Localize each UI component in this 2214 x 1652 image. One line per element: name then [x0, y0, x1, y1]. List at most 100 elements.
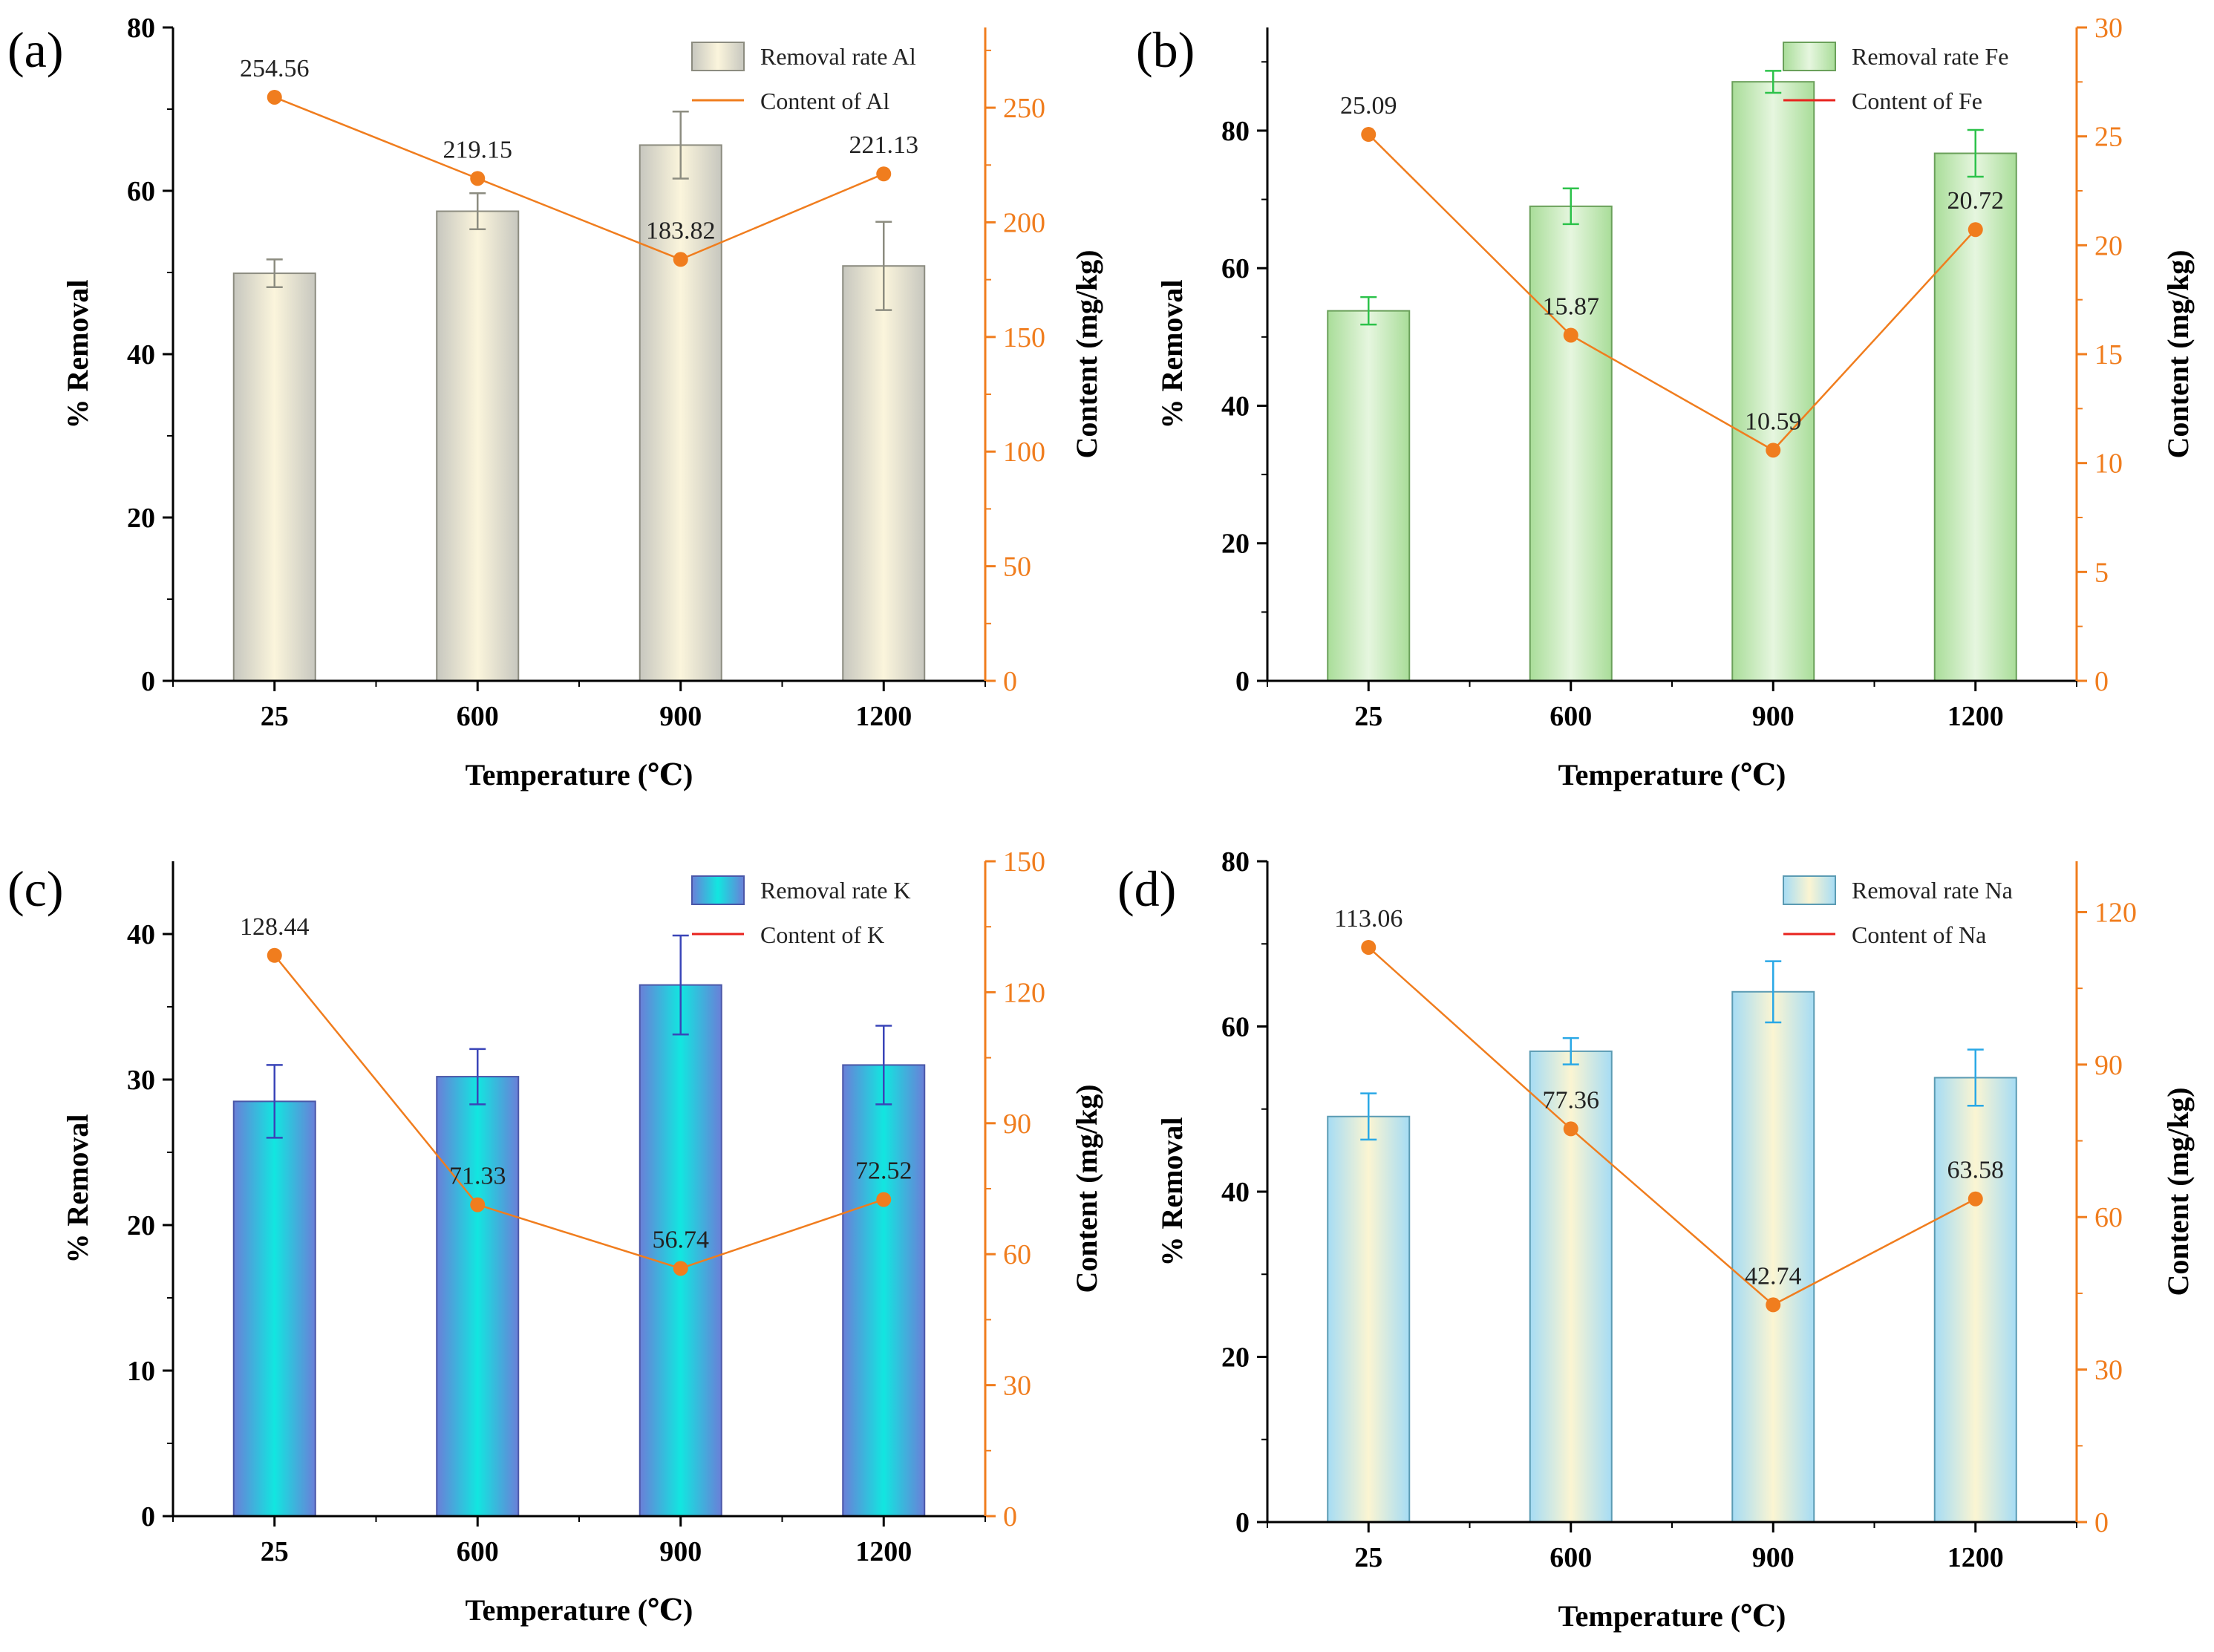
content-point [1361, 939, 1377, 955]
data-label: 72.52 [855, 1158, 912, 1185]
x-tick-label: 600 [1550, 1542, 1592, 1573]
content-line [1368, 947, 1976, 1306]
content-point [876, 1192, 892, 1207]
bar [1933, 1077, 2017, 1523]
data-label: 71.33 [449, 1163, 506, 1190]
y2-tick-label: 0 [1003, 666, 1017, 697]
x-tick-label: 900 [1752, 1542, 1795, 1573]
error-bar [1967, 1048, 1984, 1107]
content-point [673, 252, 688, 267]
error-bar [672, 934, 689, 1036]
data-label: 113.06 [1334, 905, 1402, 933]
y-tick-label: 40 [1221, 1177, 1250, 1208]
bar [1731, 81, 1815, 682]
legend: Removal rate Fe Content of Fe [1783, 42, 2008, 114]
data-label: 25.09 [1340, 92, 1397, 120]
y2-tick-label: 5 [2094, 557, 2109, 588]
error-bar [1360, 1092, 1377, 1141]
y2-tick-label: 120 [2094, 897, 2137, 928]
y-tick-label: 20 [127, 1210, 155, 1241]
x-tick-label: 25 [261, 701, 289, 732]
data-label: 183.82 [646, 217, 716, 244]
x-tick-label: 1200 [1947, 701, 2004, 732]
content-line [273, 954, 884, 1270]
x-tick-label: 25 [1354, 701, 1382, 732]
y2-tick-label: 0 [2094, 1507, 2109, 1538]
content-point [267, 947, 282, 963]
data-label: 63.58 [1947, 1157, 2005, 1184]
data-label: 20.72 [1947, 187, 2005, 215]
x-axis-title: Temperature (℃) [1558, 1599, 1786, 1633]
y-tick-label: 60 [1221, 1012, 1250, 1043]
panel-label: (c) [7, 861, 63, 917]
y-axis-title: % Removal [61, 279, 94, 428]
y-tick-label: 40 [1221, 391, 1250, 422]
y-axis-title: % Removal [1155, 279, 1189, 428]
legend: Removal rate Na Content of Na [1783, 875, 2013, 948]
error-bar [266, 1064, 283, 1139]
y2-axis-title: Content (mg/kg) [1070, 249, 1103, 458]
bar [1933, 152, 2017, 682]
chart-panel-1: (a) 254.56 219.15 183.82 221.13 0 20 40 60 80 0 50 1… [7, 13, 1103, 791]
chart-panel-4: (d) 113.06 77.36 42.74 63.58 0 20 40 60 80 0 30 60 90… [1117, 846, 2195, 1633]
y2-tick-label: 15 [2094, 339, 2123, 370]
y-tick-label: 60 [1221, 253, 1250, 284]
bar [639, 984, 722, 1517]
y2-tick-label: 0 [1003, 1501, 1017, 1532]
content-point [876, 166, 892, 182]
y2-tick-label: 30 [2094, 13, 2123, 44]
content-point [1968, 1191, 1983, 1207]
data-label: 219.15 [443, 136, 513, 163]
y-tick-label: 20 [127, 503, 155, 534]
data-label: 10.59 [1745, 408, 1802, 435]
error-bar [1562, 187, 1579, 226]
y-tick-label: 0 [141, 666, 155, 697]
bar [436, 1076, 520, 1517]
y-axis-title: % Removal [61, 1114, 94, 1263]
data-label: 15.87 [1543, 293, 1600, 320]
x-tick-label: 1200 [855, 1536, 912, 1567]
panel-label: (d) [1117, 861, 1176, 917]
data-label: 254.56 [240, 55, 310, 82]
y-tick-label: 80 [127, 13, 155, 44]
y-tick-label: 40 [127, 919, 155, 950]
legend-bar-label: Removal rate Fe [1852, 43, 2008, 70]
content-line [1368, 134, 1976, 451]
data-label: 56.74 [653, 1226, 710, 1253]
legend-line-label: Content of Fe [1852, 88, 1982, 114]
y2-axis-title: Content (mg/kg) [1070, 1084, 1103, 1293]
content-point [267, 89, 282, 105]
panel-label: (b) [1136, 22, 1195, 78]
content-point [673, 1261, 688, 1276]
y2-tick-label: 60 [1003, 1239, 1031, 1270]
content-point [470, 1197, 486, 1212]
y-tick-label: 0 [141, 1501, 155, 1532]
error-bar [1360, 296, 1377, 326]
error-bar [1765, 960, 1782, 1024]
x-tick-label: 25 [261, 1536, 289, 1567]
legend-bar-swatch [1783, 42, 1836, 71]
y2-tick-label: 30 [2094, 1355, 2123, 1386]
x-tick-label: 900 [659, 1536, 702, 1567]
y2-tick-label: 30 [1003, 1371, 1031, 1402]
y-tick-label: 60 [127, 176, 155, 207]
error-bar [672, 111, 689, 180]
y2-tick-label: 120 [1003, 977, 1045, 1008]
y-tick-label: 0 [1235, 666, 1250, 697]
bar [842, 1064, 926, 1517]
panel-label: (a) [7, 22, 63, 78]
error-bar [1765, 70, 1782, 94]
legend: Removal rate K Content of K [691, 875, 911, 948]
content-point [470, 171, 486, 186]
x-axis-title: Temperature (℃) [466, 758, 693, 791]
x-tick-label: 600 [457, 1536, 499, 1567]
legend-bar-label: Removal rate Al [760, 43, 916, 70]
content-line [274, 96, 884, 261]
error-bar [1967, 128, 1984, 178]
legend-line-label: Content of Al [760, 88, 889, 114]
legend-line-label: Content of K [760, 921, 884, 948]
error-bar [875, 221, 892, 311]
chart-panel-2: (b) 25.09 15.87 10.59 20.72 0 20 40 60 80 0 5 10 15 20… [1136, 13, 2195, 791]
y-tick-label: 20 [1221, 529, 1250, 560]
x-tick-label: 1200 [855, 701, 912, 732]
